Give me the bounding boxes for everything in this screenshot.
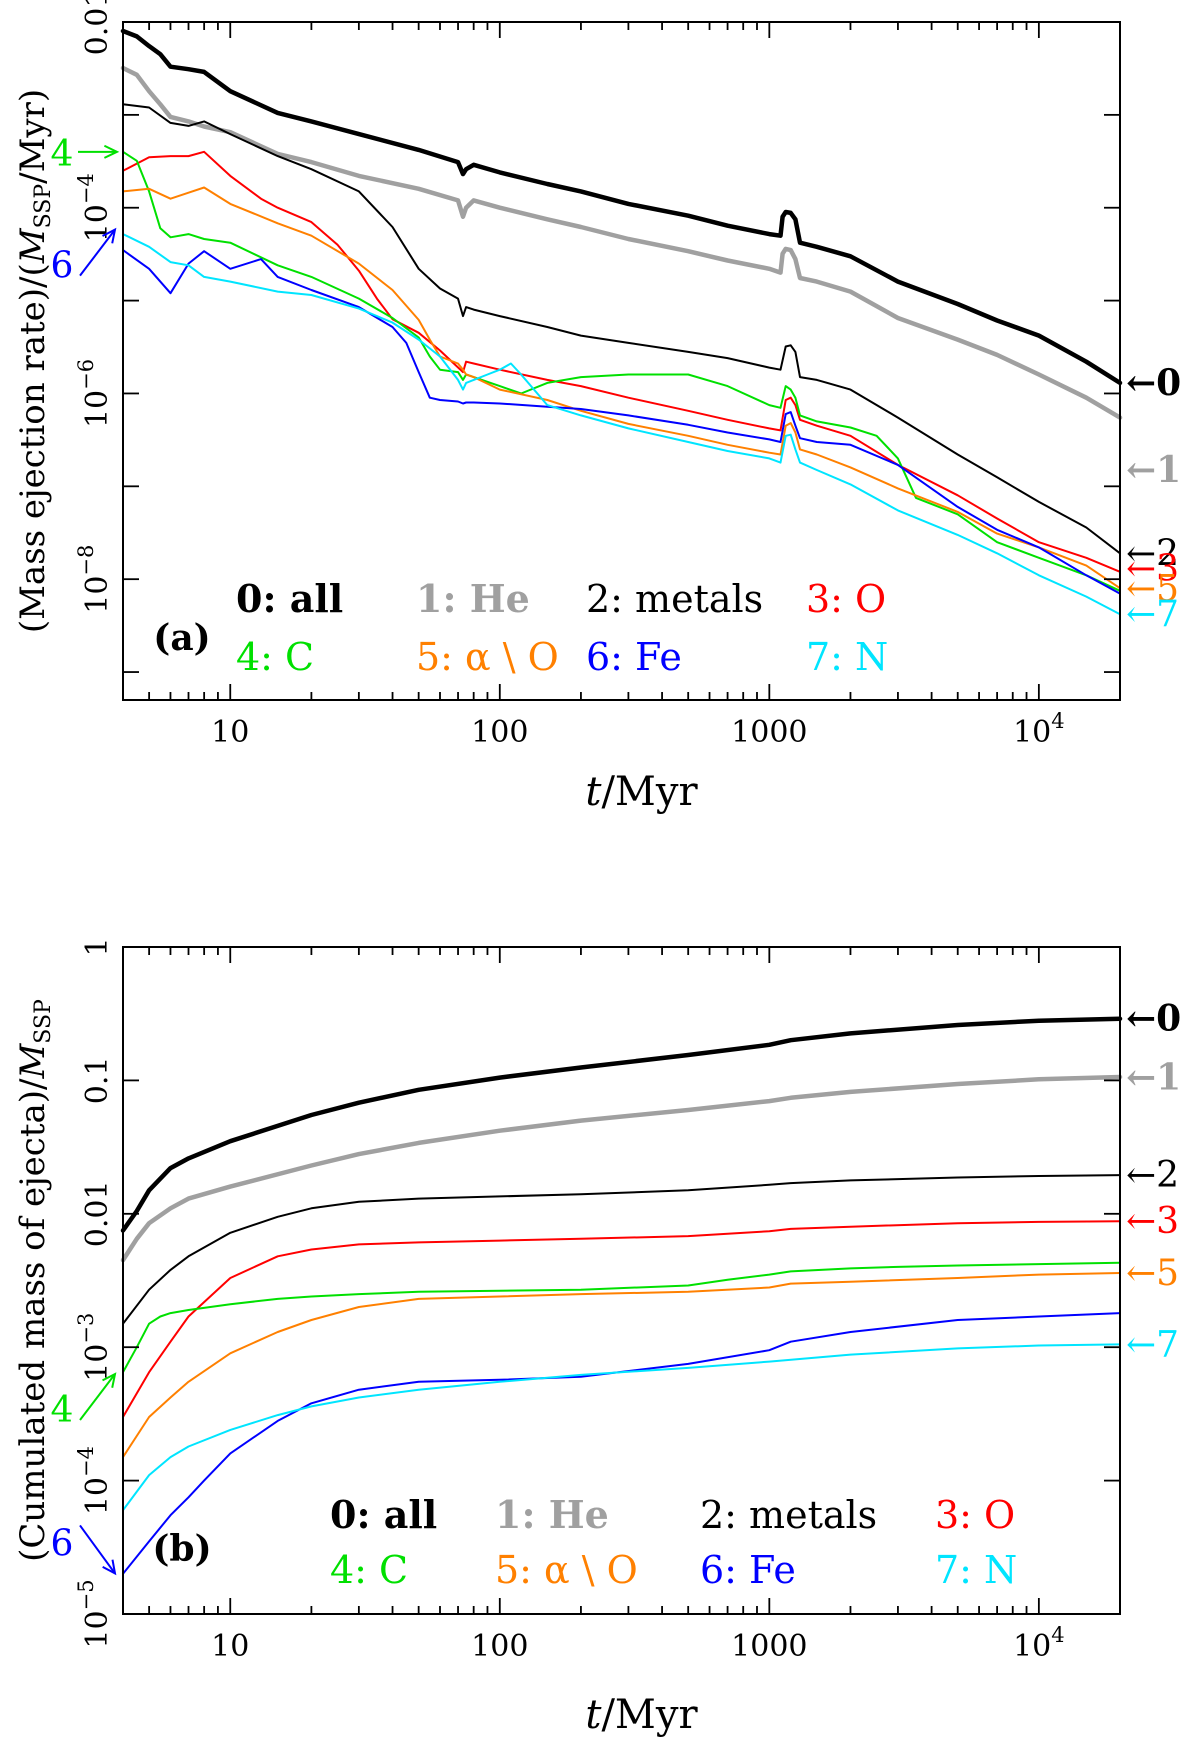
x-tick-label: 1000 — [731, 1629, 807, 1664]
series-line-1 — [120, 65, 1123, 420]
label-arrow — [79, 1524, 116, 1575]
x-axis-label: t/Myr — [585, 1692, 698, 1738]
plot-frame — [122, 946, 1121, 1615]
y-tick-label: 0.01 — [80, 1180, 115, 1247]
series-start-label: 4 — [51, 1390, 74, 1431]
series-end-label: ←2 — [1126, 533, 1179, 574]
series-line-3 — [122, 1220, 1121, 1418]
legend-entry: 2: metals — [586, 577, 763, 621]
series-end-label: ←7 — [1126, 594, 1179, 635]
series-end-label: ←7 — [1126, 1324, 1179, 1365]
series-end-label: ←2 — [1126, 1155, 1179, 1196]
plot-frame — [122, 21, 1121, 701]
x-tick-label: 104 — [1013, 1623, 1065, 1664]
series-line-7 — [122, 233, 1121, 616]
series-end-label: ←0 — [1126, 362, 1181, 404]
panel-a: 10 100 1000 104 0.01 10−4 10−6 10−8 t/Myr (Mass e… — [13, 0, 1181, 815]
legend-entry: 7: N — [935, 1548, 1017, 1592]
series-end-label: ←5 — [1126, 1253, 1179, 1294]
series-line-7 — [122, 1343, 1121, 1512]
x-tick-label: 104 — [1013, 709, 1065, 750]
series-end-label: ←3 — [1126, 549, 1179, 590]
x-tick-label: 10 — [211, 1629, 249, 1664]
series-line-0 — [120, 1016, 1123, 1233]
series-line-3 — [122, 150, 1121, 573]
legend-entry: 2: metals — [700, 1493, 877, 1537]
x-tick-label: 100 — [471, 1629, 528, 1664]
series-end-label: ←5 — [1126, 569, 1179, 610]
label-arrow-head — [102, 227, 117, 244]
legend-entry: 5: α \ O — [416, 635, 559, 679]
legend-entry: 6: Fe — [700, 1548, 796, 1592]
x-tick-label: 100 — [471, 715, 528, 750]
x-tick-label: 10 — [211, 715, 249, 750]
y-tick-label: 0.1 — [80, 1057, 115, 1105]
legend-entry: 4: C — [330, 1548, 408, 1592]
legend-entry: 3: O — [806, 577, 886, 621]
series-line-0 — [120, 28, 1123, 386]
y-axis-label: (Mass ejection rate)/(MSSP/Myr) — [13, 89, 56, 633]
legend-entry: 7: N — [806, 635, 888, 679]
label-arrow-head — [102, 1559, 117, 1576]
y-tick-label: 10−6 — [74, 359, 115, 428]
y-axis-label: (Cumulated mass of ejecta)/MSSP — [13, 999, 56, 1562]
series-start-label: 6 — [51, 246, 74, 287]
legend-entry: 4: C — [236, 635, 314, 679]
series-end-label: ←0 — [1126, 998, 1181, 1040]
legend-entry: 1: He — [495, 1492, 609, 1537]
series-line-6 — [122, 1312, 1121, 1575]
panel-label: (a) — [153, 617, 210, 659]
y-tick-label: 0.01 — [80, 0, 115, 55]
panel-b: 10 100 1000 104 1 0.1 0.01 10−3 10−4 10−5 t/Myr (Cu… — [13, 937, 1181, 1738]
legend-entry: 3: O — [935, 1493, 1015, 1537]
series-start-label: 6 — [51, 1523, 74, 1564]
series-start-label: 4 — [51, 134, 74, 175]
series-line-5 — [122, 186, 1121, 590]
series-end-label: ←1 — [1126, 449, 1181, 491]
series-end-label: ←1 — [1126, 1057, 1181, 1099]
legend-entry: 6: Fe — [586, 635, 682, 679]
label-arrow-head — [103, 144, 120, 159]
series-end-label: ←3 — [1126, 1201, 1179, 1242]
series-line-2 — [122, 103, 1121, 555]
panel-label: (b) — [152, 1528, 211, 1570]
label-arrow — [79, 1373, 116, 1421]
legend-entry: 1: He — [416, 576, 530, 621]
series-line-6 — [122, 249, 1121, 595]
legend-entry: 0: all — [236, 576, 343, 621]
y-tick-label: 10−4 — [74, 173, 115, 242]
series-line-4 — [122, 150, 1121, 592]
series-line-5 — [122, 1272, 1121, 1459]
legend-entry: 0: all — [330, 1492, 437, 1537]
legend-entry: 5: α \ O — [495, 1548, 638, 1592]
y-tick-label: 10−3 — [74, 1313, 115, 1382]
series-line-4 — [122, 1261, 1121, 1374]
y-tick-label: 10−5 — [74, 1579, 115, 1648]
label-arrow-head — [102, 1372, 117, 1388]
series-line-1 — [120, 1074, 1123, 1263]
y-tick-label: 10−8 — [74, 545, 115, 614]
y-tick-label: 10−4 — [74, 1446, 115, 1515]
label-arrow — [79, 229, 116, 277]
series-line-2 — [122, 1174, 1121, 1325]
x-tick-label: 1000 — [731, 715, 807, 750]
y-tick-label: 1 — [80, 937, 115, 956]
x-axis-label: t/Myr — [585, 769, 698, 815]
